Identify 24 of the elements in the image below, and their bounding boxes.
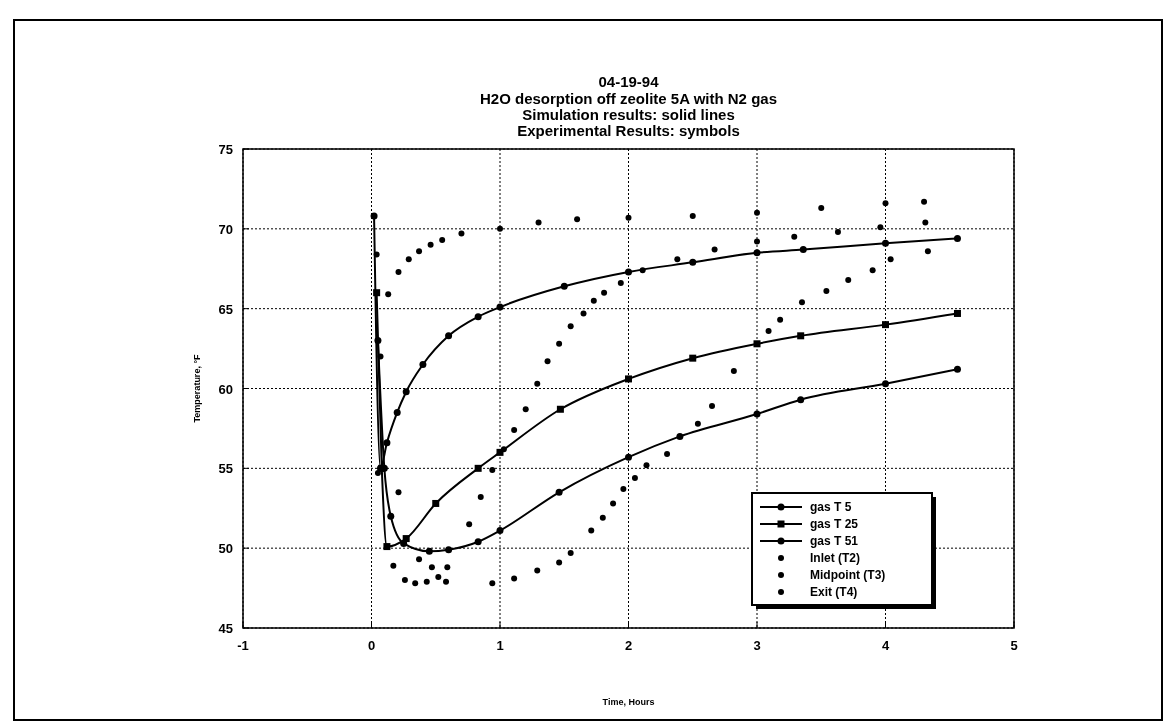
y-tick-label: 50 (218, 541, 233, 557)
chart-title: 04-19-94 (598, 73, 660, 90)
legend-label: gas T 25 (810, 517, 859, 531)
legend-label: gas T 51 (810, 534, 859, 548)
x-tick-label: 3 (753, 638, 761, 653)
y-tick-label: 55 (218, 461, 233, 477)
y-tick-label: 60 (218, 381, 233, 397)
y-axis-title: Temperature, °F (192, 354, 202, 423)
chart-subtitle: H2O desorption off zeolite 5A with N2 gas Simulation results: solid lines Experimental Results: symbols (480, 90, 777, 139)
x-axis-title: Time, Hours (602, 697, 655, 707)
y-tick-label: 65 (218, 301, 233, 317)
x-tick-label: 4 (881, 638, 890, 653)
legend-label: Midpoint (T3) (810, 568, 886, 582)
legend-label: Inlet (T2) (810, 551, 860, 565)
legend-label: gas T 5 (810, 500, 852, 514)
y-tick-label: 70 (218, 221, 233, 237)
y-tick-label: 45 (218, 621, 233, 636)
x-tick-label: 0 (367, 638, 376, 653)
y-tick-label: 75 (218, 142, 233, 157)
x-tick-label: -1 (237, 638, 249, 653)
x-tick-label: 1 (496, 638, 504, 653)
x-tick-label: 2 (624, 638, 633, 653)
legend-label: Exit (T4) (810, 585, 858, 599)
x-tick-label: 5 (1010, 638, 1018, 653)
